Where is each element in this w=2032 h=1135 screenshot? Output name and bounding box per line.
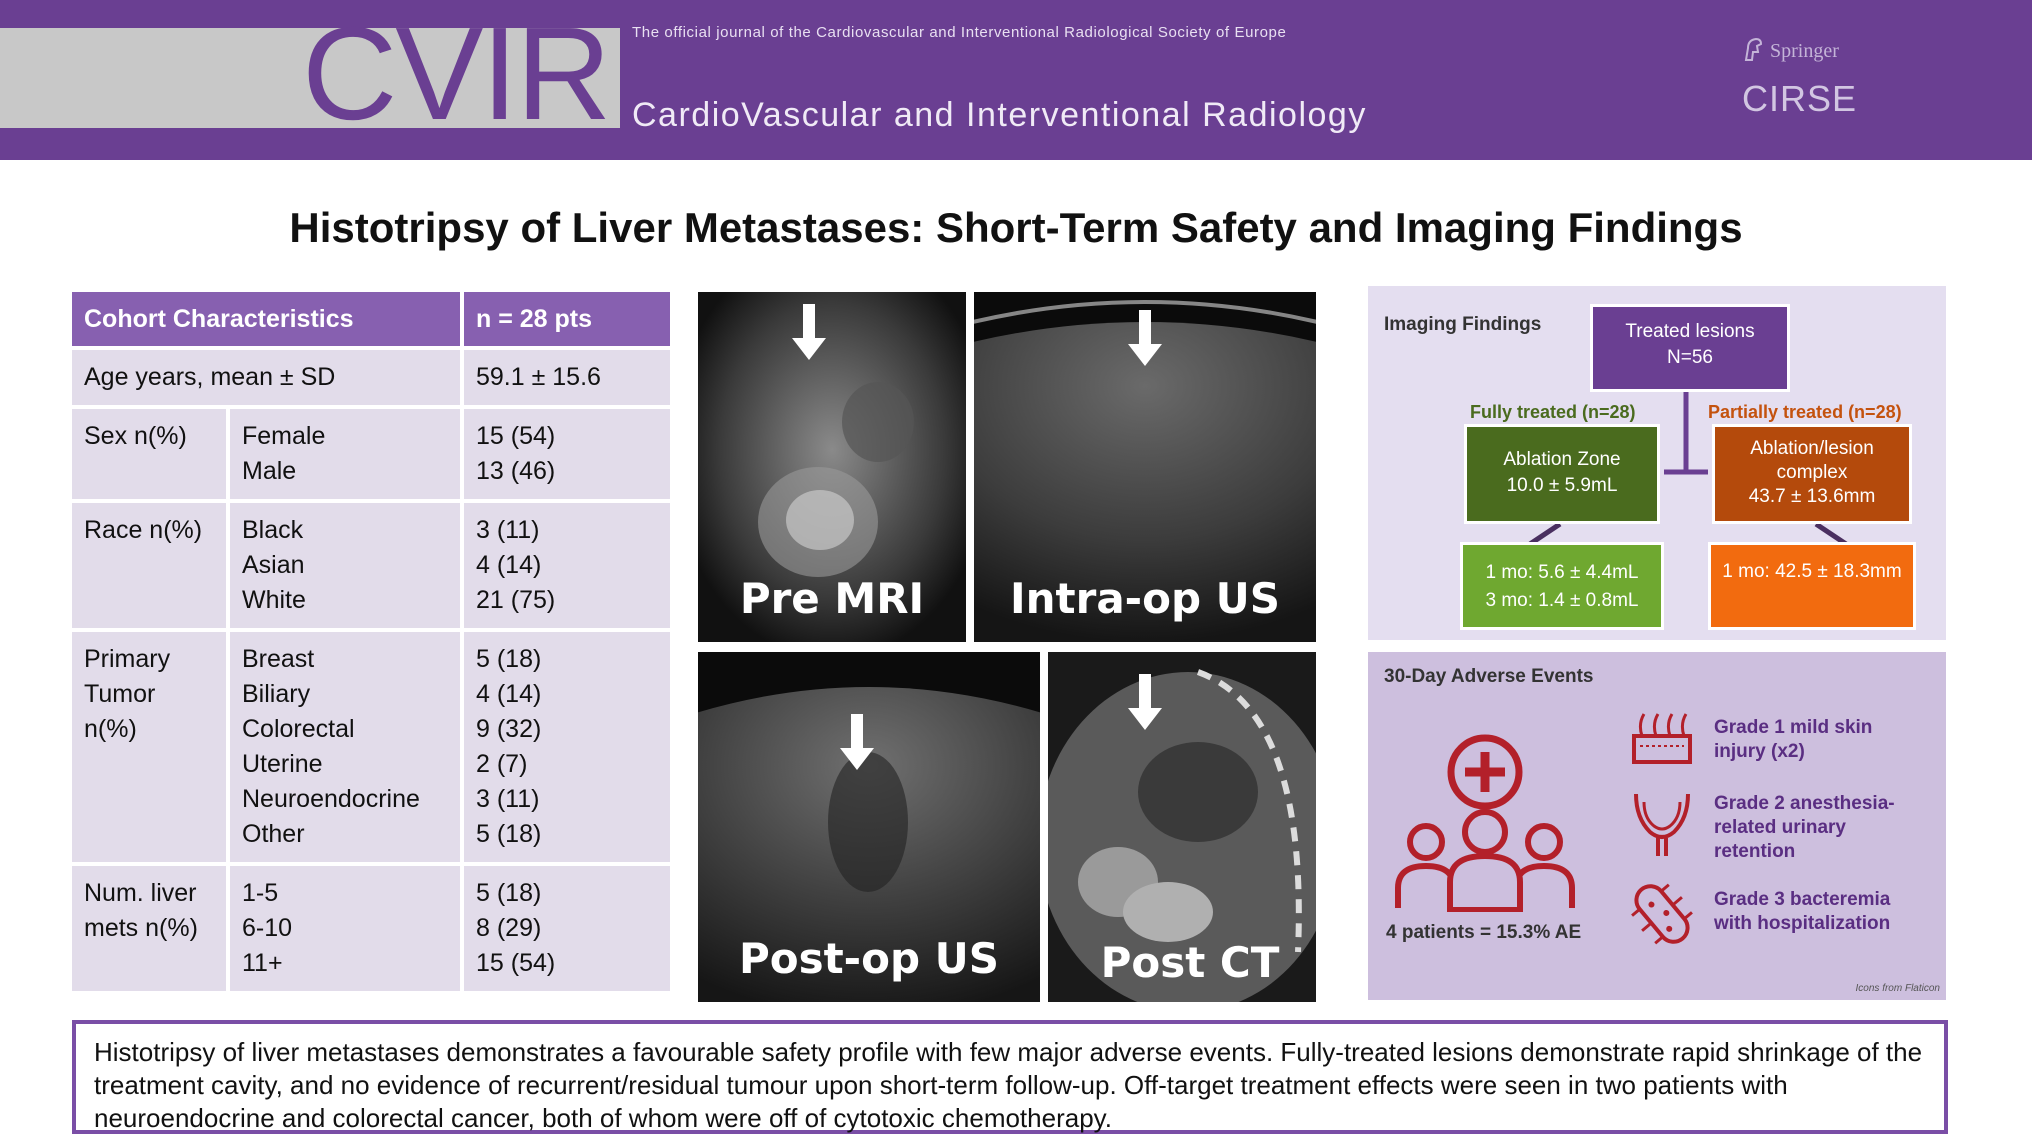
- ablation-lesion-complex-box: Ablation/lesion complex 43.7 ± 13.6mm: [1712, 424, 1912, 524]
- journal-name: CardioVascular and Interventional Radiol…: [632, 96, 1367, 134]
- conclusion-box: Histotripsy of liver metastases demonstr…: [72, 1020, 1948, 1134]
- mri-scan-graphic: [698, 292, 966, 642]
- adverse-summary: 4 patients = 15.3% AE: [1386, 922, 1582, 943]
- pre-mri-image: Pre MRI: [698, 292, 966, 642]
- table-header-row: Cohort Characteristics n = 28 pts: [72, 292, 670, 346]
- ultrasound-graphic: [974, 292, 1316, 642]
- skin-icon: [1632, 713, 1692, 764]
- arrow-down-icon: [840, 714, 874, 770]
- adverse-events-title: 30-Day Adverse Events: [1384, 666, 1594, 687]
- table-row-primary-tumor: Primary Tumor n(%) Breast Biliary Colorectal…: [72, 632, 670, 862]
- image-label: Post-op US: [738, 934, 1000, 983]
- findings-title: Imaging Findings: [1384, 314, 1542, 335]
- adverse-item-skin: Grade 1 mild skin injury (x2): [1714, 717, 1873, 762]
- age-label: Age years, mean ± SD: [72, 350, 460, 405]
- post-op-us-image: Post-op US: [698, 652, 1040, 1002]
- springer-horse-icon: [1744, 37, 1763, 61]
- cohort-table: Cohort Characteristics n = 28 pts Age ye…: [72, 292, 670, 995]
- fully-treated-caption: Fully treated (n=28): [1470, 402, 1636, 422]
- findings-connectors: [1528, 392, 1848, 547]
- arrow-down-icon: [1128, 674, 1162, 730]
- bladder-icon: [1634, 793, 1690, 856]
- group-label: Num. liver mets n(%): [72, 866, 226, 991]
- adverse-item-bacteremia: Grade 3 bacteremia with hospitalization: [1714, 889, 1891, 934]
- age-value: 59.1 ± 15.6: [464, 350, 670, 405]
- table-row-age: Age years, mean ± SD 59.1 ± 15.6: [72, 350, 670, 405]
- group-label: Primary Tumor n(%): [72, 632, 226, 862]
- publisher-name: Springer: [1770, 40, 1839, 62]
- group-items: 1-5 6-10 11+: [230, 866, 460, 991]
- banner-grey-band: [0, 28, 620, 128]
- arrow-down-icon: [1128, 310, 1162, 366]
- journal-tagline: The official journal of the Cardiovascul…: [632, 24, 1287, 41]
- treated-lesions-box: Treated lesions N=56: [1590, 304, 1790, 392]
- group-values: 5 (18) 8 (29) 15 (54): [464, 866, 670, 991]
- poster-title: Histotripsy of Liver Metastases: Short-T…: [289, 204, 1743, 251]
- patients-group-icon: [1395, 734, 1575, 912]
- journal-banner: CVIR The official journal of the Cardiov…: [0, 0, 2032, 160]
- journal-logo: CVIR: [302, 0, 611, 147]
- image-label: Intra-op US: [1010, 574, 1280, 623]
- intra-op-us-image: Intra-op US: [974, 292, 1316, 642]
- partially-treated-followup-box: 1 mo: 42.5 ± 18.3mm: [1708, 542, 1916, 630]
- image-label: Pre MRI: [739, 574, 925, 623]
- ct-scan-graphic: [1048, 652, 1316, 1002]
- fully-treated-followup-box: 1 mo: 5.6 ± 4.4mL 3 mo: 1.4 ± 0.8mL: [1460, 542, 1664, 630]
- group-label: Race n(%): [72, 503, 226, 628]
- society-logo: CIRSE: [1742, 78, 1858, 119]
- table-row-race: Race n(%) Black Asian White 3 (11) 4 (14) 21…: [72, 503, 670, 628]
- group-values: 5 (18) 4 (14) 9 (32) 2 (7) 3 (11) 5 (18): [464, 632, 670, 862]
- partially-treated-caption: Partially treated (n=28): [1708, 402, 1902, 422]
- group-items: Black Asian White: [230, 503, 460, 628]
- header-cell-characteristics: Cohort Characteristics: [72, 292, 460, 346]
- ultrasound-graphic: [698, 652, 1040, 1002]
- group-values: 15 (54) 13 (46): [464, 409, 670, 499]
- post-ct-image: Post CT: [1048, 652, 1316, 1002]
- group-label: Sex n(%): [72, 409, 226, 499]
- table-row-liver-mets: Num. liver mets n(%) 1-5 6-10 11+ 5 (18) 8 (…: [72, 866, 670, 991]
- arrow-down-icon: [792, 304, 826, 360]
- adverse-events-panel: 30-Day Adverse Events 4 patients = 15.3%…: [1368, 652, 1946, 1000]
- image-label: Post CT: [1100, 938, 1280, 987]
- bacteria-icon: [1631, 883, 1693, 945]
- adverse-item-urinary: Grade 2 anesthesia-related urinary retent…: [1714, 793, 1895, 862]
- group-items: Breast Biliary Colorectal Uterine Neuroendoc…: [230, 632, 460, 862]
- header-cell-count: n = 28 pts: [464, 292, 670, 346]
- ablation-zone-box: Ablation Zone 10.0 ± 5.9mL: [1464, 424, 1660, 524]
- group-values: 3 (11) 4 (14) 21 (75): [464, 503, 670, 628]
- table-row-sex: Sex n(%) Female Male 15 (54) 13 (46): [72, 409, 670, 499]
- imaging-findings-panel: Imaging Findings Treated lesions N=56 Ful…: [1368, 286, 1946, 640]
- icons-credit: Icons from Flaticon: [1855, 983, 1940, 994]
- group-items: Female Male: [230, 409, 460, 499]
